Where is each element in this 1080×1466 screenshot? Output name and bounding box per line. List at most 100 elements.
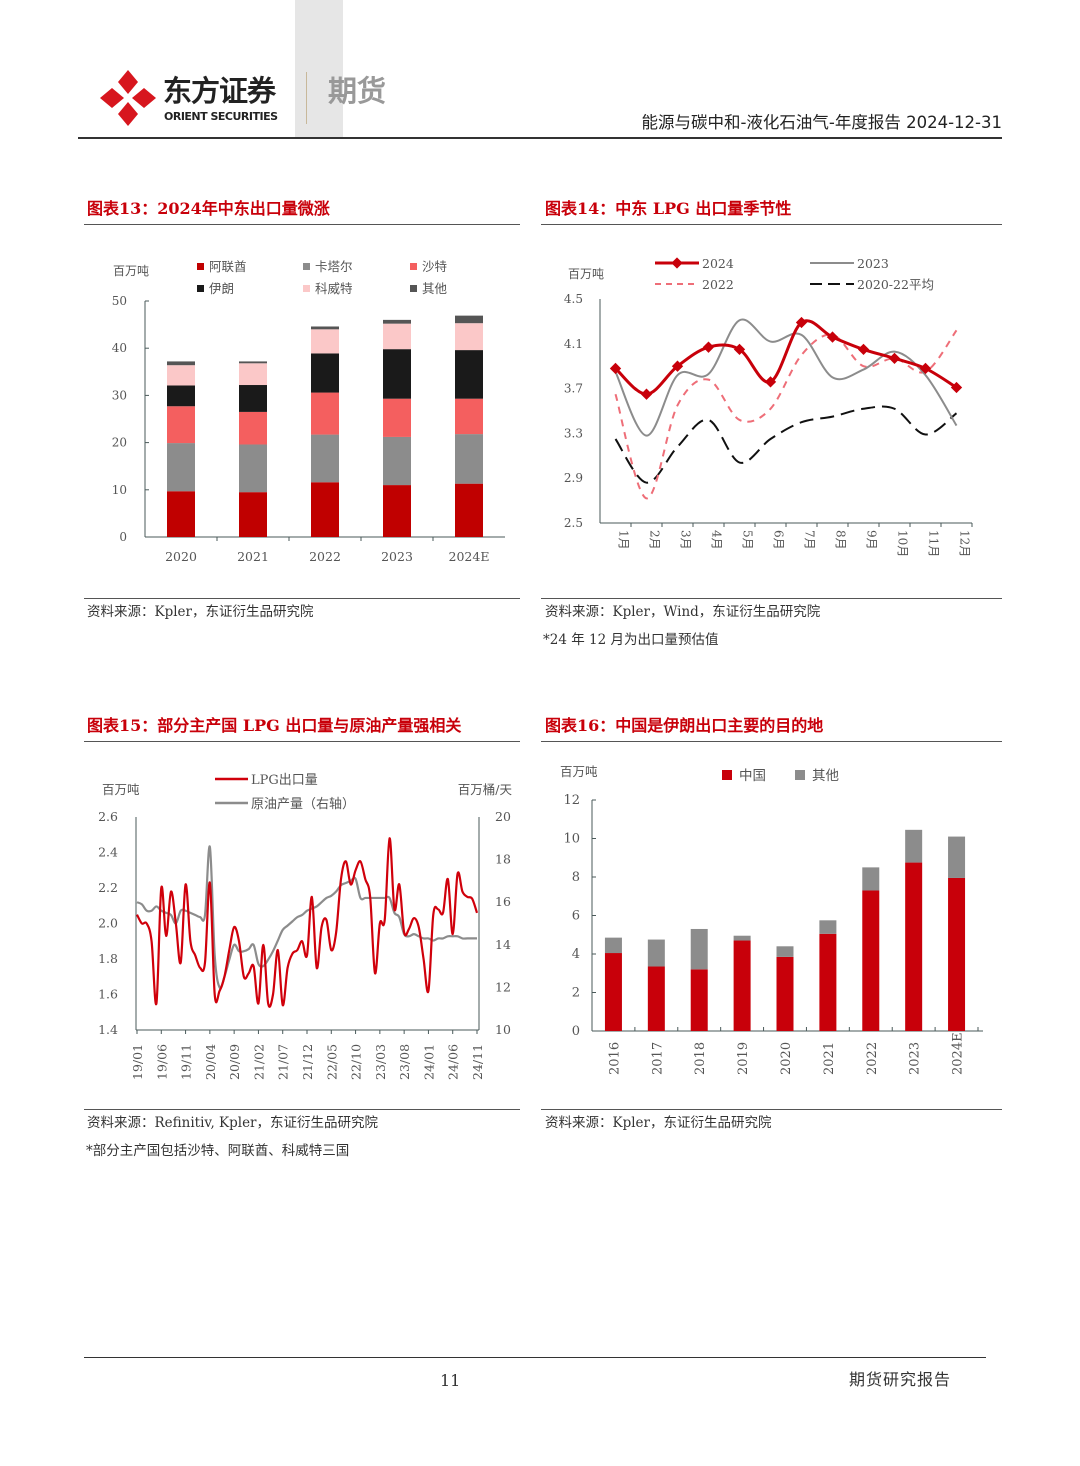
figure-15-note: *部分主产国包括沙特、阿联酋、科威特三国 [86,1143,350,1159]
x-tick-label: 2018 [693,1042,708,1075]
y-tick-label-left: 2.2 [98,880,118,895]
y-axis-unit: 百万吨 [560,764,598,779]
legend-swatch [722,770,732,780]
y-tick-label: 4 [572,947,580,962]
y-tick-label: 3.3 [564,426,583,440]
bar-segment [455,434,483,484]
y-tick-label: 50 [112,294,127,308]
figure-14-title-rule [541,224,1002,225]
y-tick-label-right: 16 [495,894,511,909]
y-tick-label: 12 [563,793,580,808]
bar-segment [455,323,483,351]
bar-segment [311,482,339,537]
legend-label: 科威特 [315,281,353,296]
x-tick-label: 6月 [772,530,786,550]
y-tick-label: 10 [112,483,127,497]
data-point [764,376,777,388]
y-tick-label-right: 14 [495,937,511,952]
bar-segment [167,443,195,492]
y-tick-label: 2 [572,986,580,1001]
x-tick-label: 2022 [865,1042,880,1075]
legend-label: 沙特 [422,259,447,274]
bar-segment [311,329,339,354]
x-tick-label: 2021 [822,1042,837,1075]
bar-segment [733,940,751,1031]
data-point [888,352,901,365]
bar-segment [948,877,966,1031]
data-point [857,343,870,356]
series-line-2020-22平均 [614,405,958,484]
y-tick-label: 4.1 [564,337,583,351]
figure-13-title-rule [84,224,520,225]
figure-14-source-rule [541,598,1002,599]
x-tick-label: 22/10 [349,1044,364,1080]
legend-label: 2024 [702,256,734,271]
bar-segment [239,444,267,493]
figure-14-title: 图表14：中东 LPG 出口量季节性 [545,199,792,218]
x-tick-label: 2020 [779,1042,794,1075]
figure-15-source: 资料来源：Refinitiv, Kpler，东证衍生品研究院 [87,1115,379,1131]
y-tick-label: 40 [112,341,127,355]
y-tick-label: 10 [563,832,580,847]
y-tick-label-left: 1.6 [98,987,118,1002]
x-tick-label: 2017 [650,1042,665,1075]
bar-segment [383,485,411,537]
x-tick-label: 2024E [449,549,490,564]
legend-swatch [410,285,417,292]
figure-14-note: *24 年 12 月为出口量预估值 [543,632,719,648]
bar-segment [167,361,195,366]
y-tick-label-left: 2.4 [98,845,118,860]
x-tick-label: 7月 [803,530,817,550]
legend-swatch [197,263,204,270]
x-tick-label: 22/05 [324,1044,339,1080]
x-tick-label: 1月 [617,530,631,550]
x-tick-label: 24/11 [470,1044,485,1080]
bar-segment [647,966,665,1031]
legend-label: 2023 [857,256,889,271]
data-point [733,343,746,356]
header-divider [306,72,307,124]
x-tick-label: 2024E [951,1032,966,1075]
brand-cn: 东方证券 [163,74,276,108]
x-tick-label: 2016 [607,1042,622,1075]
division-label: 期货 [328,74,387,108]
bar-segment [455,315,483,324]
footer-label: 期货研究报告 [849,1370,952,1389]
header-gray-band [295,0,343,137]
figure-14-source: 资料来源：Kpler，Wind，东证衍生品研究院 [545,604,821,620]
y-tick-label: 6 [572,909,580,924]
bar-segment [383,349,411,399]
bar-segment [455,350,483,399]
y-axis-unit: 百万吨 [568,267,604,281]
x-tick-label: 2023 [381,549,413,564]
bar-segment [604,937,622,954]
x-tick-label: 21/02 [251,1044,266,1080]
bar-segment [239,361,267,364]
data-point [640,388,653,400]
y-tick-label: 20 [112,436,127,450]
figure-15-source-rule [84,1109,520,1110]
bar-segment [733,935,751,941]
bar-segment [383,398,411,437]
figure-16-title: 图表16：中国是伊朗出口主要的目的地 [545,716,824,735]
bar-segment [239,492,267,537]
orient-logo-icon [100,70,156,126]
data-point [795,316,808,329]
series-line-2023 [614,318,958,437]
y-tick-label-right: 18 [495,852,511,867]
bar-segment [455,483,483,537]
x-tick-label: 3月 [679,530,693,550]
data-point [702,341,715,353]
y-tick-label: 3.7 [564,382,583,396]
bar-segment [862,867,880,891]
x-tick-label: 24/01 [421,1044,436,1080]
bar-segment [776,956,794,1031]
bar-segment [239,411,267,445]
legend-label: LPG出口量 [251,773,318,788]
x-tick-label: 2019 [736,1042,751,1075]
x-tick-label: 20/09 [227,1044,242,1080]
bar-segment [311,434,339,483]
figure-16-source-rule [541,1109,1002,1110]
data-point [826,331,839,343]
